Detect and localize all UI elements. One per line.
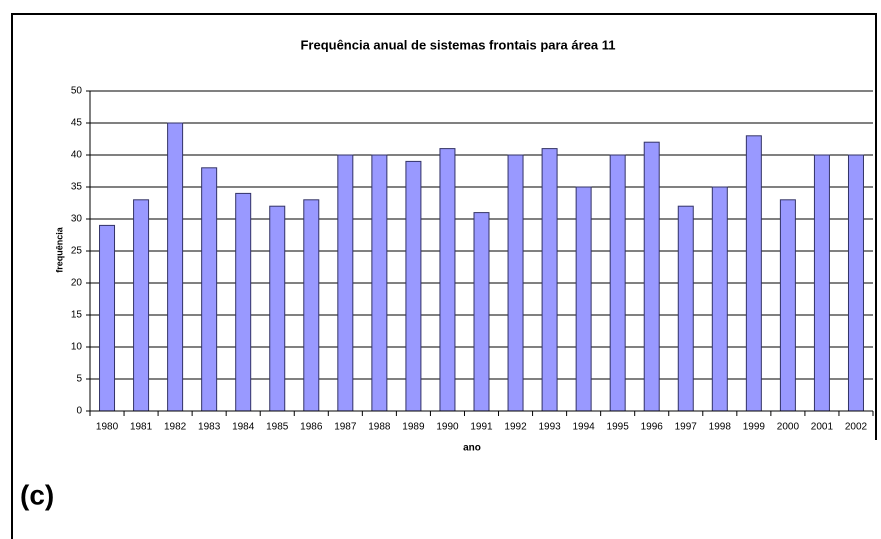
y-tick-label: 25 [71, 246, 83, 257]
bar [269, 205, 286, 412]
bar [745, 135, 762, 412]
bar [609, 154, 626, 412]
bar [201, 167, 218, 412]
x-tick-label: 2000 [777, 422, 800, 433]
x-tick-label: 1985 [266, 422, 289, 433]
y-axis-label: frequência [54, 226, 64, 273]
bar [541, 148, 558, 412]
y-tick-label: 0 [76, 406, 82, 417]
x-tick-label: 1999 [743, 422, 766, 433]
x-tick-label: 1997 [675, 422, 698, 433]
x-tick-label: 1984 [232, 422, 255, 433]
y-tick-label: 40 [71, 150, 83, 161]
bar [507, 154, 524, 412]
bar [303, 199, 320, 412]
bar [235, 192, 252, 412]
bar [779, 199, 796, 412]
x-tick-label: 1996 [641, 422, 664, 433]
x-tick-label: 1992 [504, 422, 527, 433]
x-axis-label: ano [463, 443, 481, 454]
bar [711, 186, 728, 412]
bar [847, 154, 864, 412]
x-tick-label: 1993 [538, 422, 561, 433]
x-tick-label: 1982 [164, 422, 187, 433]
y-tick-label: 50 [71, 86, 83, 97]
y-tick-label: 45 [71, 118, 83, 129]
x-tick-label: 1995 [607, 422, 630, 433]
y-tick-label: 5 [76, 374, 82, 385]
x-tick-label: 1990 [436, 422, 459, 433]
x-tick-label: 1987 [334, 422, 357, 433]
panel-label: (c) [20, 479, 54, 510]
x-tick-label: 1980 [96, 422, 119, 433]
bar [677, 205, 694, 412]
x-tick-label: 2001 [811, 422, 834, 433]
y-tick-label: 30 [71, 214, 83, 225]
x-tick-label: 1998 [709, 422, 732, 433]
bar [167, 122, 184, 412]
bar [643, 141, 660, 412]
bar [337, 154, 354, 412]
x-tick-label: 1981 [130, 422, 153, 433]
x-tick-label: 1991 [470, 422, 493, 433]
bar [473, 212, 490, 412]
bar [371, 154, 388, 412]
x-tick-label: 1989 [402, 422, 425, 433]
bar [439, 148, 456, 412]
y-tick-label: 35 [71, 182, 83, 193]
chart-title: Frequência anual de sistemas frontais pa… [300, 37, 615, 52]
x-tick-label: 1994 [573, 422, 596, 433]
x-tick-label: 2002 [845, 422, 868, 433]
x-tick-label: 1988 [368, 422, 391, 433]
x-tick-label: 1986 [300, 422, 323, 433]
y-tick-label: 20 [71, 278, 83, 289]
bar [813, 154, 830, 412]
bar [133, 199, 150, 412]
y-tick-label: 10 [71, 342, 83, 353]
x-tick-label: 1983 [198, 422, 221, 433]
y-tick-label: 15 [71, 310, 83, 321]
bar [575, 186, 592, 412]
bar [405, 160, 422, 412]
bar [99, 224, 116, 412]
